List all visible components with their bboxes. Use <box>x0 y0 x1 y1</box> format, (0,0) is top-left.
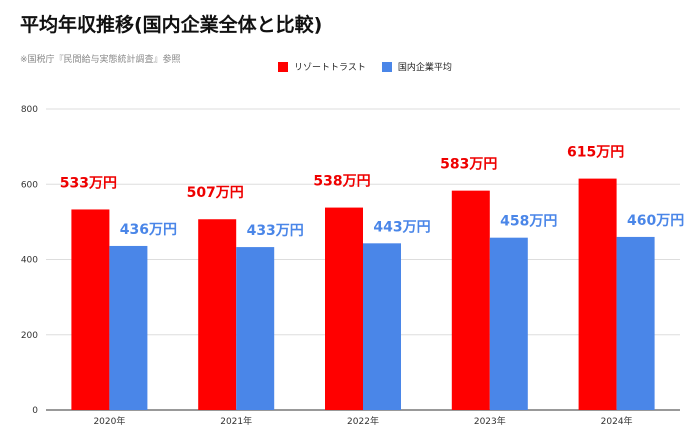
chart-title: 平均年収推移(国内企業全体と比較) <box>20 14 323 36</box>
y-tick-label: 0 <box>32 406 38 416</box>
bar-series2 <box>363 243 401 410</box>
data-label-series2: 443万円 <box>373 219 430 235</box>
y-tick-label: 400 <box>21 256 38 266</box>
bar-series1 <box>451 190 490 410</box>
legend: リゾートトラスト 国内企業平均 <box>278 60 468 73</box>
bar-series2 <box>109 245 148 410</box>
legend-label-series2: 国内企業平均 <box>397 63 452 73</box>
legend-label-series1: リゾートトラスト <box>294 63 366 73</box>
bar-series1 <box>198 219 237 410</box>
bar-series2 <box>616 236 655 410</box>
data-label-series1: 615万円 <box>567 145 624 161</box>
bar-series2 <box>236 247 275 410</box>
legend-item-series2: 国内企業平均 <box>381 60 452 73</box>
data-label-series2: 436万円 <box>120 222 177 238</box>
chart-subtitle: ※国税庁『民間給与実態統計調査』参照 <box>20 55 181 65</box>
data-label-series2: 458万円 <box>500 214 557 230</box>
x-tick-label: 2024年 <box>601 415 633 427</box>
data-label-series1: 538万円 <box>313 174 370 190</box>
x-tick-label: 2023年 <box>474 415 506 427</box>
legend-swatch-series1 <box>278 61 288 72</box>
x-tick-label: 2020年 <box>93 415 125 427</box>
data-label-series1: 507万円 <box>187 185 244 201</box>
y-tick-label: 600 <box>21 180 38 190</box>
legend-item-series1: リゾートトラスト <box>278 60 366 73</box>
data-label-series2: 460万円 <box>627 213 684 229</box>
bar-series2 <box>489 237 528 410</box>
data-label-series2: 433万円 <box>247 223 304 239</box>
y-tick-label: 200 <box>21 331 38 341</box>
x-tick-label: 2021年 <box>220 415 252 427</box>
y-tick-label: 800 <box>21 105 38 115</box>
bar-series1 <box>578 178 617 410</box>
data-label-series1: 583万円 <box>440 157 497 173</box>
bar-series1 <box>325 207 363 410</box>
legend-swatch-series2 <box>381 61 392 72</box>
data-label-series1: 533万円 <box>60 175 117 191</box>
bar-series1 <box>71 209 110 410</box>
x-tick-label: 2022年 <box>347 415 379 427</box>
